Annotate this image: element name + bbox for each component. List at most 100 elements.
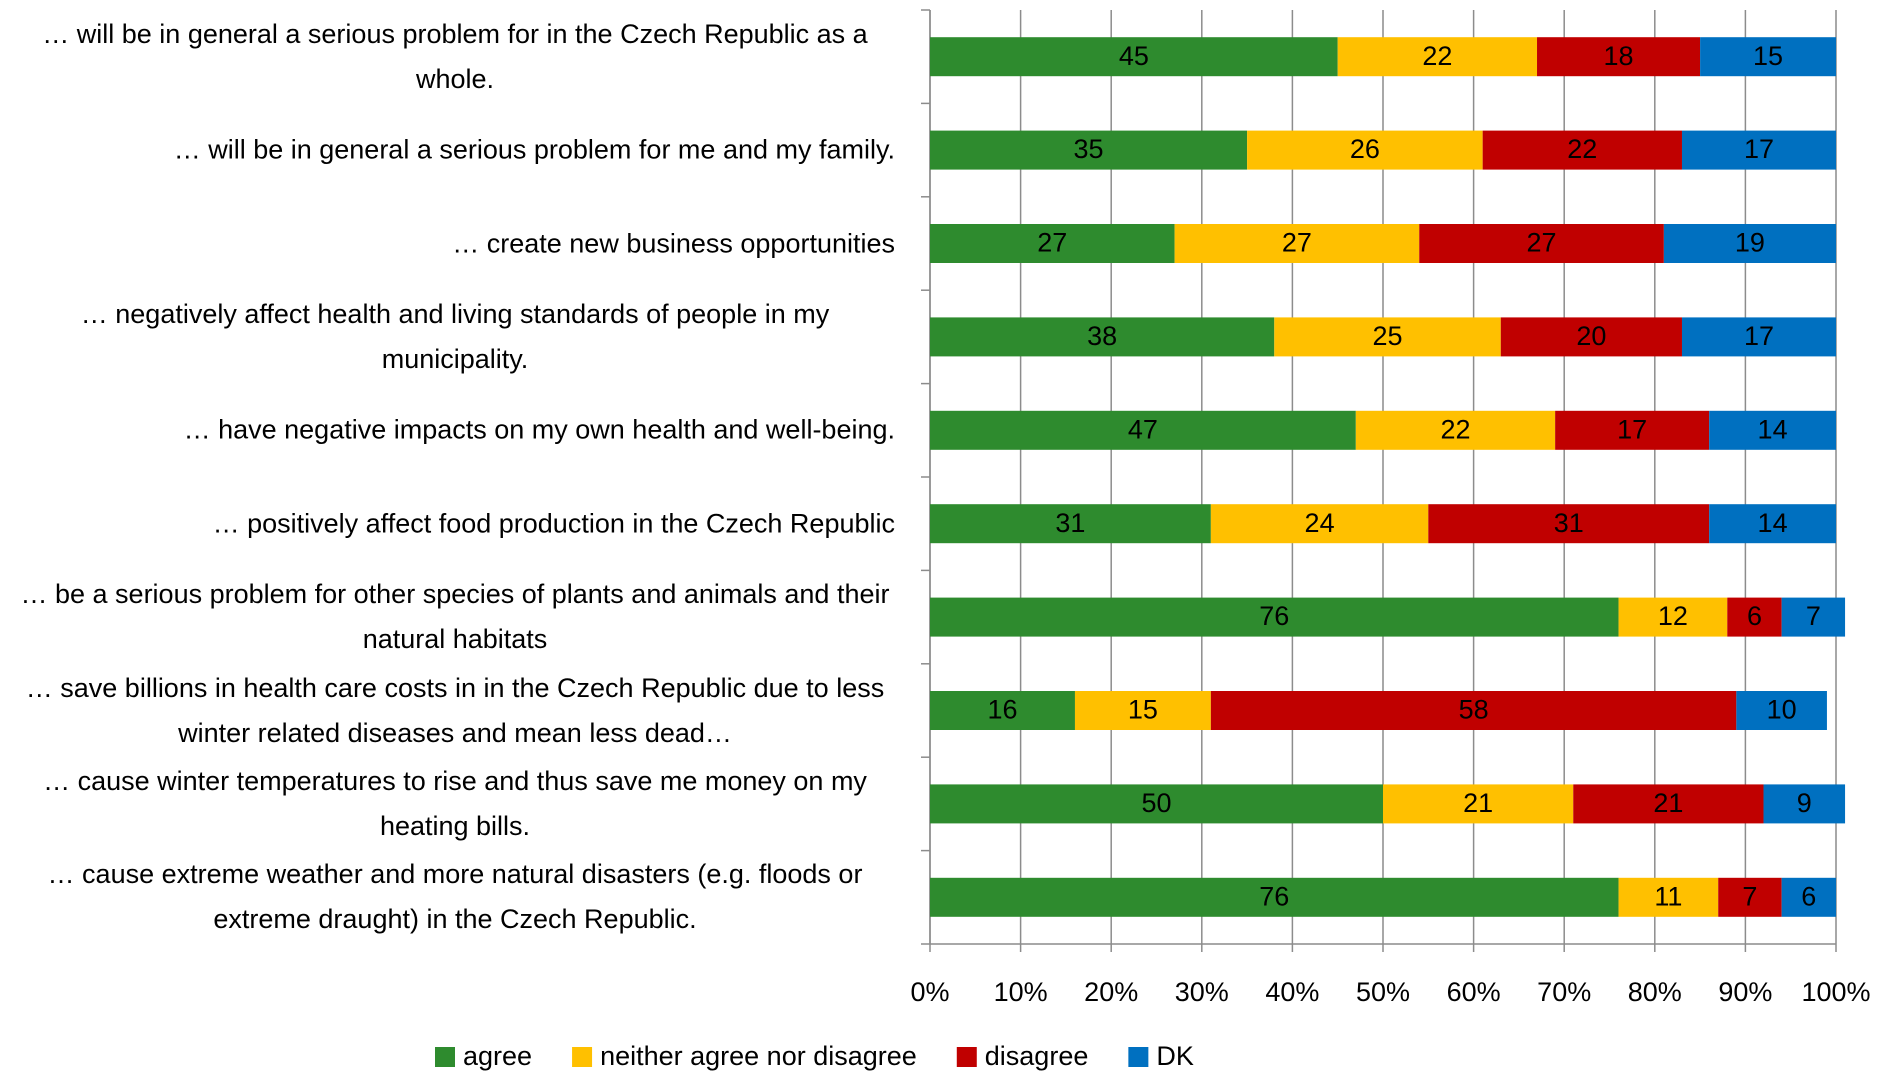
data-label: 26 — [1350, 134, 1380, 164]
bar-segment — [1482, 130, 1682, 170]
category-label: … create new business opportunities — [452, 228, 895, 258]
bar-segment — [1618, 877, 1719, 917]
bar-segment — [1781, 877, 1836, 917]
bar-segment — [1618, 597, 1728, 637]
bar-segment — [1247, 130, 1483, 170]
bar-segment — [1500, 317, 1682, 357]
category-label: … will be in general a serious problem f… — [173, 134, 895, 165]
category-label: … save billions in health care costs in … — [25, 672, 885, 748]
bar-segment — [930, 317, 1275, 357]
data-label: 50 — [1141, 788, 1171, 818]
bar-segment — [1727, 597, 1782, 637]
bar-segment — [930, 410, 1356, 450]
x-tick-label: 60% — [1447, 977, 1501, 1007]
data-label: 20 — [1576, 321, 1606, 351]
bar-segment — [930, 597, 1619, 637]
legend-swatch — [956, 1047, 977, 1067]
data-label: 22 — [1440, 414, 1470, 444]
legend-label: neither agree nor disagree — [600, 1041, 917, 1071]
data-label: 12 — [1658, 601, 1688, 631]
category-label: … negatively affect health and living st… — [80, 298, 830, 374]
bar-segment — [930, 224, 1175, 263]
data-label: 31 — [1055, 508, 1085, 538]
bar-segment — [1736, 691, 1827, 730]
data-label: 76 — [1259, 601, 1289, 631]
data-label: 27 — [1282, 228, 1312, 258]
data-label: 18 — [1604, 41, 1634, 71]
bar-segment — [1428, 504, 1710, 544]
bar-segment — [1700, 37, 1836, 77]
data-label: 58 — [1459, 695, 1489, 725]
data-label: 7 — [1742, 881, 1757, 911]
data-label: 47 — [1128, 414, 1158, 444]
x-tick-label: 50% — [1356, 977, 1410, 1007]
data-label: 35 — [1074, 134, 1104, 164]
data-label: 16 — [987, 695, 1017, 725]
legend-label: agree — [463, 1041, 532, 1071]
data-label: 17 — [1744, 134, 1774, 164]
bar-segment — [1555, 410, 1710, 450]
x-tick-label: 40% — [1265, 977, 1319, 1007]
x-tick-label: 80% — [1628, 977, 1682, 1007]
legend-label: disagree — [985, 1041, 1089, 1071]
legend-swatch — [435, 1047, 455, 1067]
bar-segment — [1210, 691, 1737, 730]
bar-segment — [1573, 784, 1764, 824]
bar-segment — [1537, 37, 1701, 77]
bar-segment — [1781, 597, 1846, 637]
bar-segment — [930, 877, 1619, 917]
data-label: 21 — [1653, 788, 1683, 818]
data-label: 27 — [1527, 228, 1557, 258]
category-label: … be a serious problem for other species… — [20, 579, 890, 655]
bar-segment — [1709, 504, 1836, 544]
bar-segment — [1681, 130, 1836, 170]
bar-segment — [1383, 784, 1574, 824]
data-label: 31 — [1554, 508, 1584, 538]
x-tick-label: 20% — [1084, 977, 1138, 1007]
data-label: 11 — [1654, 881, 1682, 911]
data-label: 38 — [1087, 321, 1117, 351]
data-label: 14 — [1758, 508, 1788, 538]
data-label: 7 — [1806, 601, 1821, 631]
data-label: 17 — [1617, 414, 1647, 444]
bar-segment — [1337, 37, 1538, 77]
data-label: 15 — [1753, 41, 1783, 71]
data-label: 9 — [1797, 788, 1812, 818]
category-label: … will be in general a serious problem f… — [42, 18, 868, 94]
bar-segment — [1663, 224, 1836, 263]
x-tick-label: 10% — [994, 977, 1048, 1007]
bar-segment — [930, 691, 1075, 730]
bar-segment — [930, 784, 1383, 824]
data-label: 45 — [1119, 41, 1149, 71]
legend-swatch — [572, 1047, 593, 1067]
data-label: 21 — [1463, 788, 1493, 818]
legend-swatch — [1128, 1047, 1149, 1067]
bar-segment — [1355, 410, 1556, 450]
bar-segment — [1763, 784, 1846, 824]
data-label: 15 — [1128, 695, 1158, 725]
data-label: 27 — [1037, 228, 1067, 258]
data-label: 6 — [1747, 601, 1762, 631]
bar-segment — [1210, 504, 1429, 544]
data-label: 24 — [1305, 508, 1335, 538]
data-label: 17 — [1744, 321, 1774, 351]
bar-segment — [1709, 410, 1836, 450]
data-label: 10 — [1767, 695, 1797, 725]
bar-segment — [930, 504, 1211, 544]
bar-segment — [1174, 224, 1420, 263]
x-tick-label: 70% — [1537, 977, 1591, 1007]
data-label: 22 — [1422, 41, 1452, 71]
bar-segment — [930, 37, 1338, 77]
data-label: 25 — [1373, 321, 1403, 351]
bar-segment — [1681, 317, 1836, 357]
bar-segment — [1274, 317, 1501, 357]
category-label: … cause extreme weather and more natural… — [47, 859, 863, 935]
bar-segment — [1419, 224, 1664, 263]
x-tick-label: 30% — [1175, 977, 1229, 1007]
bar-segment — [930, 130, 1248, 170]
data-label: 6 — [1801, 881, 1816, 911]
data-label: 76 — [1259, 881, 1289, 911]
data-label: 22 — [1567, 134, 1597, 164]
